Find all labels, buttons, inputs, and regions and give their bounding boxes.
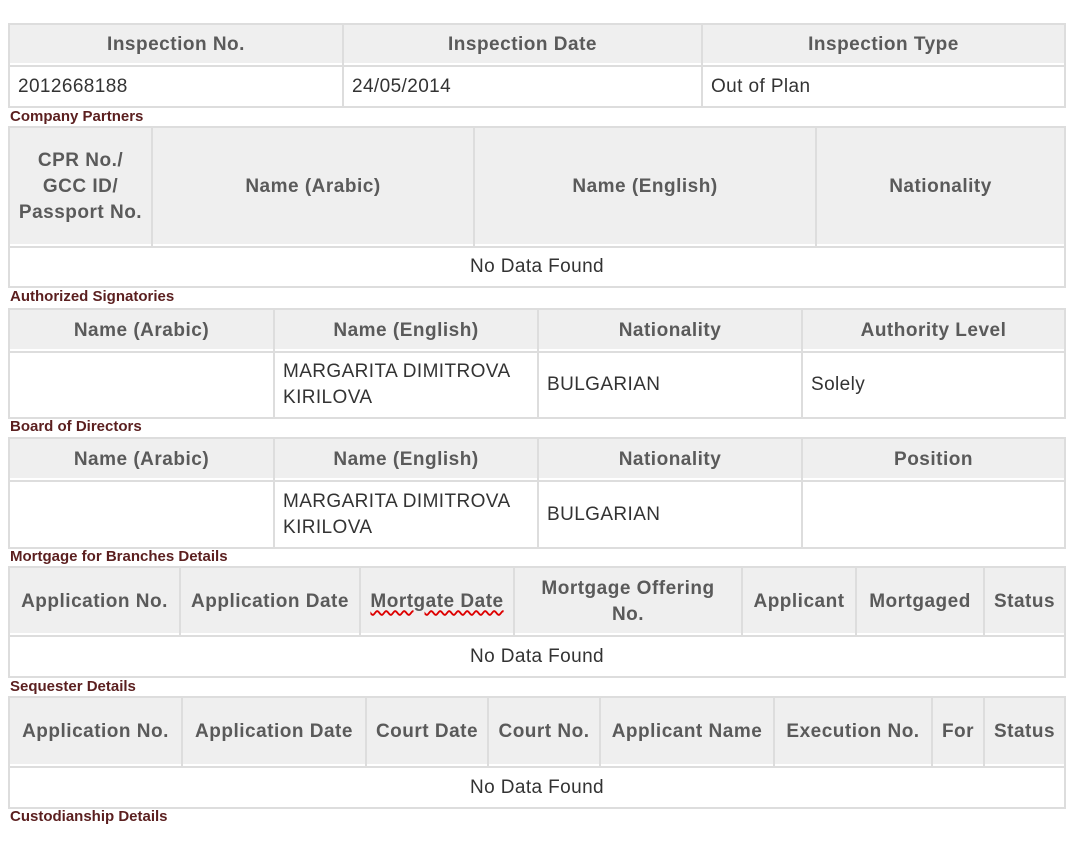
inspection-no: 2012668188	[8, 65, 344, 108]
header-application-date: Application Date	[179, 566, 361, 637]
name-english: MARGARITA DIMITROVA KIRILOVA	[273, 480, 539, 549]
header-name-arabic: Name (Arabic)	[151, 126, 475, 248]
header-inspection-date: Inspection Date	[342, 23, 703, 67]
section-board-of-directors: Board of Directors	[10, 418, 142, 435]
name-english: MARGARITA DIMITROVA KIRILOVA	[273, 351, 539, 419]
no-data-message: No Data Found	[8, 635, 1066, 678]
header-nationality: Nationality	[537, 308, 803, 353]
header-mortgaged: Mortgaged	[855, 566, 985, 637]
sequester-table: Application No. Application Date Court Dat…	[8, 696, 1066, 809]
name-arabic	[8, 480, 275, 549]
section-authorized-signatories: Authorized Signatories	[10, 288, 175, 305]
header-application-no: Application No.	[8, 566, 181, 637]
header-execution-no: Execution No.	[773, 696, 933, 768]
header-applicant: Applicant	[741, 566, 857, 637]
signatories-table: Name (Arabic) Name (English) Nationality Au…	[8, 308, 1066, 419]
header-nationality: Nationality	[815, 126, 1066, 248]
position	[801, 480, 1066, 549]
header-nationality: Nationality	[537, 437, 803, 482]
header-application-no: Application No.	[8, 696, 183, 768]
name-arabic	[8, 351, 275, 419]
no-data-message: No Data Found	[8, 766, 1066, 809]
header-cpr: CPR No./ GCC ID/ Passport No.	[8, 126, 153, 248]
section-sequester: Sequester Details	[10, 678, 136, 695]
nationality: BULGARIAN	[537, 480, 803, 549]
header-authority-level: Authority Level	[801, 308, 1066, 353]
authority-level: Solely	[801, 351, 1066, 419]
header-offering-no: Mortgage Offering No.	[513, 566, 743, 637]
no-data-message: No Data Found	[8, 246, 1066, 288]
inspection-table: Inspection No. Inspection Date Inspection …	[8, 23, 1066, 108]
header-status: Status	[983, 696, 1066, 768]
table-row: MARGARITA DIMITROVA KIRILOVA BULGARIAN Sol…	[8, 351, 1066, 419]
partners-table: CPR No./ GCC ID/ Passport No. Name (Arabi…	[8, 126, 1066, 288]
header-inspection-no: Inspection No.	[8, 23, 344, 67]
section-company-partners: Company Partners	[10, 108, 144, 125]
header-name-arabic: Name (Arabic)	[8, 308, 275, 353]
header-name-arabic: Name (Arabic)	[8, 437, 275, 482]
header-application-date: Application Date	[181, 696, 367, 768]
header-court-no: Court No.	[487, 696, 601, 768]
table-row: MARGARITA DIMITROVA KIRILOVA BULGARIAN	[8, 480, 1066, 549]
header-status: Status	[983, 566, 1066, 637]
inspection-type: Out of Plan	[701, 65, 1066, 108]
mortgage-table: Application No. Application Date Mortgate …	[8, 566, 1066, 678]
header-court-date: Court Date	[365, 696, 489, 768]
header-applicant-name: Applicant Name	[599, 696, 775, 768]
board-table: Name (Arabic) Name (English) Nationality Po…	[8, 437, 1066, 549]
nationality: BULGARIAN	[537, 351, 803, 419]
header-name-english: Name (English)	[273, 437, 539, 482]
inspection-date: 24/05/2014	[342, 65, 703, 108]
section-mortgage: Mortgage for Branches Details	[10, 548, 228, 565]
header-name-english: Name (English)	[473, 126, 817, 248]
header-position: Position	[801, 437, 1066, 482]
header-name-english: Name (English)	[273, 308, 539, 353]
section-custodianship: Custodianship Details	[10, 808, 168, 825]
header-mortgate-date: Mortgate Date	[359, 566, 515, 637]
header-inspection-type: Inspection Type	[701, 23, 1066, 67]
header-for: For	[931, 696, 985, 768]
